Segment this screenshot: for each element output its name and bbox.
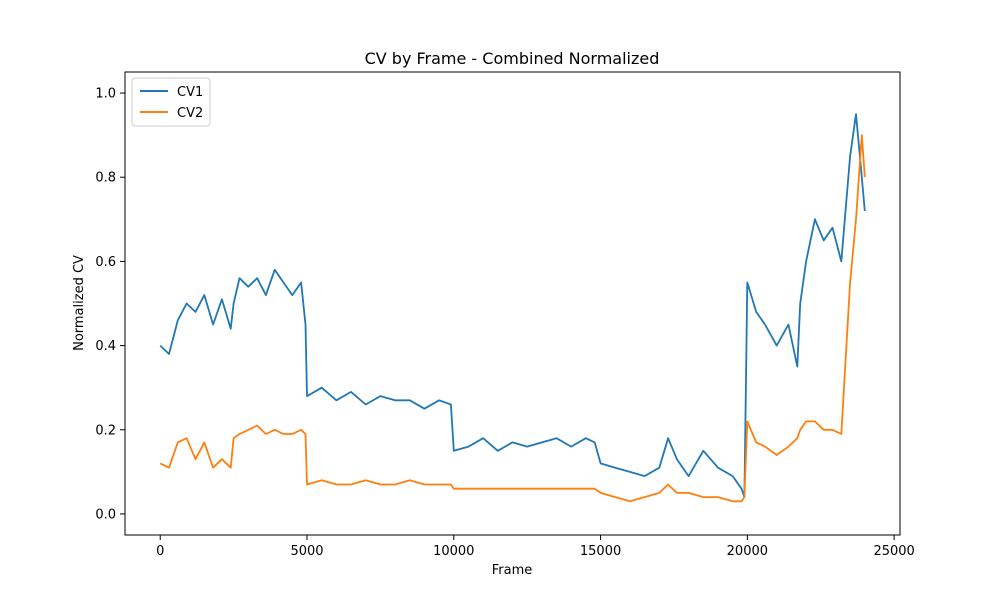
- legend: CV1 CV2: [131, 77, 211, 127]
- chart-title: CV by Frame - Combined Normalized: [365, 49, 660, 68]
- x-tick-label: 5000: [290, 544, 323, 559]
- series-layer: [159, 113, 866, 503]
- series-line-cv2: [159, 134, 866, 503]
- x-tick-label: 0: [156, 544, 164, 559]
- legend-label-cv1: CV1: [177, 85, 203, 100]
- x-tick-label: 15000: [580, 544, 621, 559]
- series-line-cv1: [159, 113, 866, 499]
- plot-area: [124, 71, 901, 536]
- y-tick-label: 0.2: [95, 423, 116, 438]
- y-tick-label: 0.6: [95, 255, 116, 270]
- y-tick-label: 0.4: [95, 339, 116, 354]
- x-axis: 0 5000 10000 15000 20000 25000: [156, 535, 915, 559]
- x-tick-label: 10000: [433, 544, 474, 559]
- y-tick-label: 0.8: [95, 171, 116, 186]
- x-axis-title: Frame: [492, 563, 533, 578]
- y-axis-title: Normalized CV: [72, 255, 87, 351]
- y-tick-label: 0.0: [95, 507, 116, 522]
- y-tick-label: 1.0: [95, 87, 116, 102]
- y-axis: 0.0 0.2 0.4 0.6 0.8 1.0: [95, 87, 125, 522]
- x-tick-label: 25000: [873, 544, 914, 559]
- x-tick-label: 20000: [727, 544, 768, 559]
- legend-label-cv2: CV2: [177, 106, 203, 121]
